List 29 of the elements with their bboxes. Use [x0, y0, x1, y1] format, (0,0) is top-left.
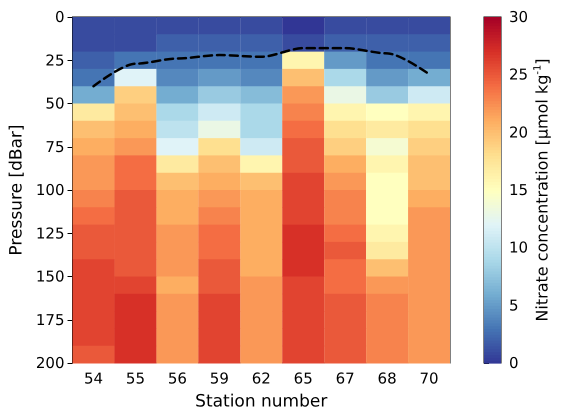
- x-tick-label: 68: [378, 370, 397, 388]
- color-bar-label: 25: [509, 66, 528, 84]
- color-bar-label: 0: [509, 354, 519, 372]
- y-tick-label: 100: [36, 181, 65, 199]
- y-tick-label: 125: [36, 224, 65, 242]
- color-bar-label: 30: [509, 8, 528, 26]
- y-tick-label: 25: [45, 51, 65, 70]
- x-tick-label: 56: [168, 370, 187, 388]
- color-bar-label: 15: [509, 181, 528, 199]
- x-tick-label: 55: [126, 370, 145, 388]
- x-tick-label: 54: [84, 370, 104, 388]
- y-tick-label: 150: [36, 268, 65, 286]
- x-tick-label: 59: [210, 370, 229, 388]
- x-tick-label: 70: [419, 370, 439, 388]
- x-tick-label: 65: [294, 370, 313, 388]
- x-tick-label: 67: [336, 370, 355, 388]
- color-bar-label: 5: [509, 296, 519, 314]
- y-tick-label: 50: [45, 94, 65, 112]
- color-bar-title: Nitrate concentration [μmol kg-1]: [532, 58, 552, 322]
- color-bar-label: 20: [509, 123, 528, 142]
- y-axis-title: Pressure [dBar]: [6, 124, 26, 256]
- y-tick-label: 200: [36, 354, 65, 372]
- x-axis-title: Station number: [195, 392, 328, 412]
- y-tick-label: 75: [45, 138, 65, 156]
- color-bar-label: 10: [509, 238, 528, 257]
- line-series: [92, 46, 430, 88]
- y-tick-label: 0: [54, 8, 65, 26]
- y-tick-label: 175: [36, 310, 65, 329]
- x-tick-label: 62: [252, 370, 271, 388]
